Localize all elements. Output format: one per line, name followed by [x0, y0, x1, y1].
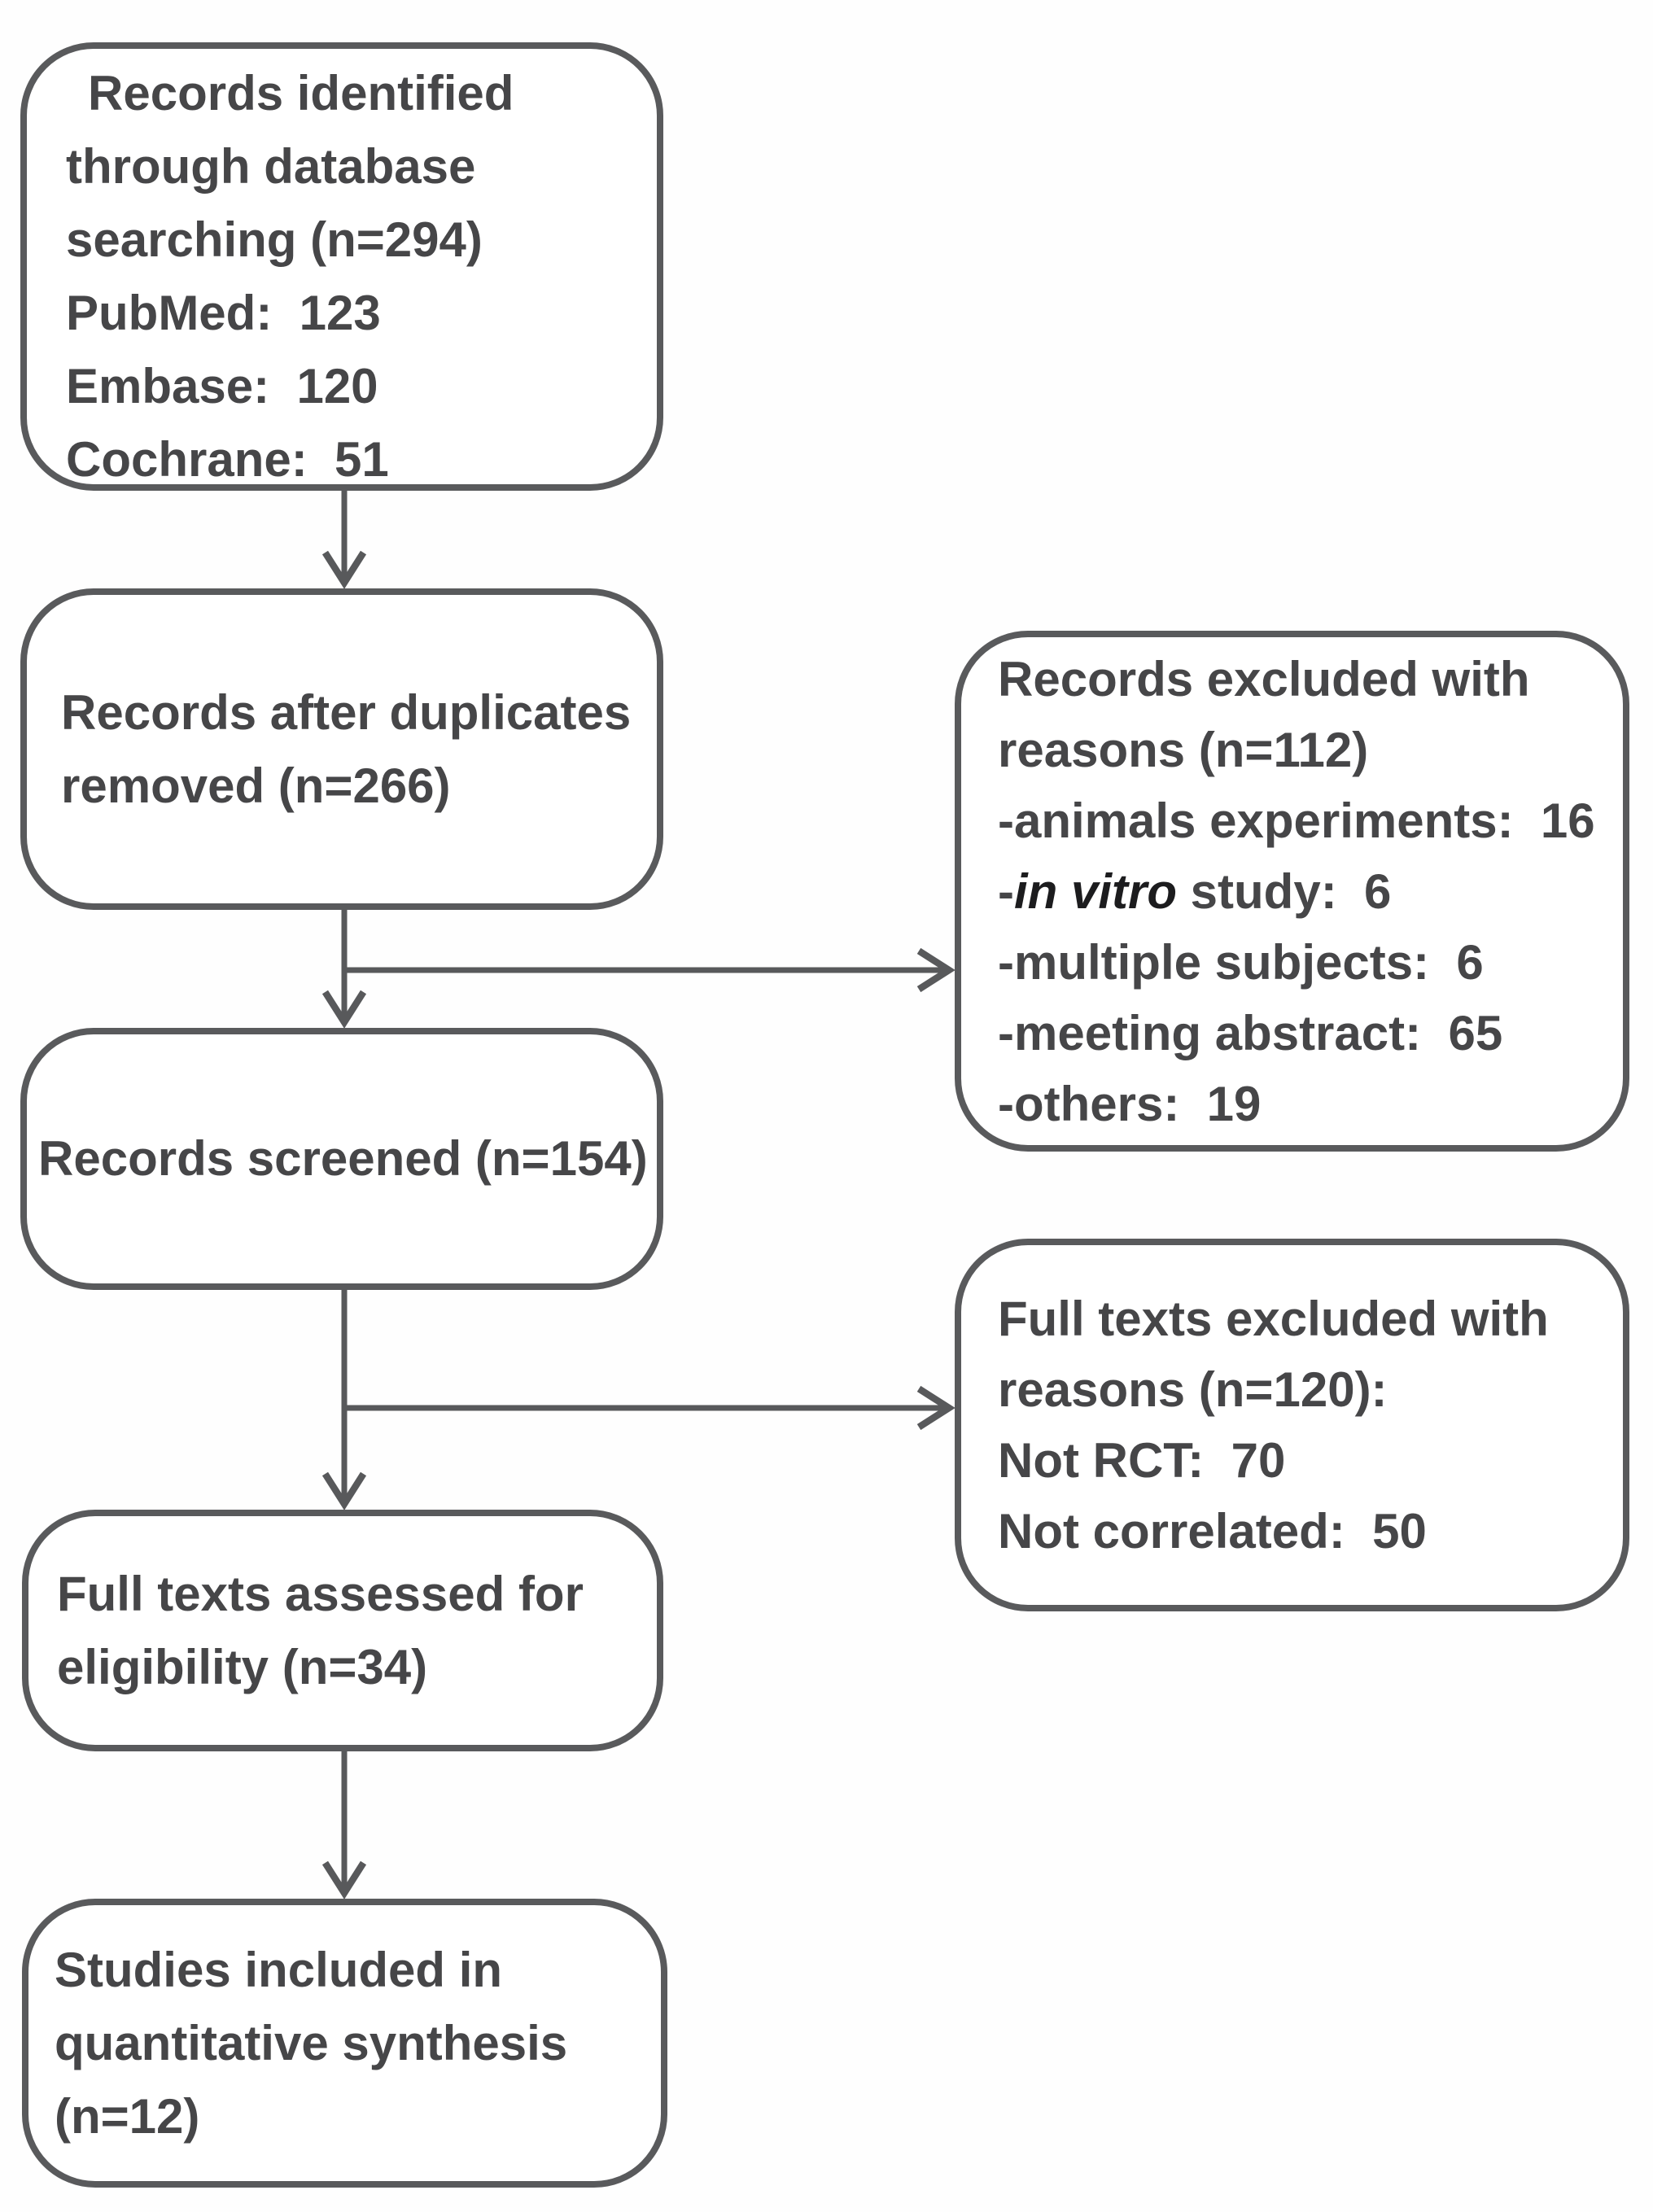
box-records-identified: Records identified through database sear…	[20, 42, 663, 491]
box-records-excluded-reason-multiple: -multiple subjects: 6	[998, 934, 1484, 990]
box-duplicates-removed-line: removed (n=266)	[61, 758, 451, 813]
box-studies-included-line: Studies included in	[55, 1942, 503, 1997]
box-studies-included-line: (n=12)	[55, 2088, 200, 2144]
box-records-excluded-line: reasons (n=112)	[998, 722, 1369, 777]
box-records-identified-line: searching (n=294)	[66, 212, 483, 267]
box-records-identified-count-pubmed: PubMed: 123	[66, 286, 381, 340]
box-fulltexts-excluded-line: reasons (n=120):	[998, 1362, 1388, 1417]
box-records-screened: Records screened (n=154)	[20, 1028, 663, 1290]
box-duplicates-removed: Records after duplicates removed (n=266)	[20, 588, 663, 910]
box-records-excluded-reason-animals: -animals experiments: 16	[998, 793, 1595, 848]
box-fulltexts-excluded-line: Full texts excluded with	[998, 1292, 1549, 1346]
invitro-prefix: -	[998, 863, 1014, 919]
box-fulltexts-excluded-reason-notrct: Not RCT: 70	[998, 1433, 1286, 1488]
box-records-excluded: Records excluded with reasons (n=112) -a…	[955, 631, 1629, 1152]
box-records-excluded-line: Records excluded with	[998, 651, 1530, 706]
box-fulltexts-excluded-reason-notcorrelated: Not correlated: 50	[998, 1504, 1427, 1558]
box-records-identified-count-cochrane: Cochrane: 51	[66, 432, 389, 487]
box-fulltexts-assessed-line: Full texts assessed for	[57, 1566, 584, 1621]
box-fulltexts-assessed: Full texts assessed for eligibility (n=3…	[22, 1510, 663, 1751]
box-records-excluded-reason-meeting: -meeting abstract: 65	[998, 1005, 1503, 1060]
box-records-identified-line: Records identified	[88, 66, 514, 120]
box-records-excluded-reason-others: -others: 19	[998, 1076, 1262, 1131]
invitro-rest: study: 6	[1177, 863, 1392, 919]
box-records-identified-line: through database	[66, 139, 476, 194]
box-records-screened-line: Records screened (n=154)	[38, 1131, 648, 1186]
box-fulltexts-excluded: Full texts excluded with reasons (n=120)…	[955, 1239, 1629, 1611]
box-records-identified-count-embase: Embase: 120	[66, 359, 378, 413]
box-studies-included: Studies included in quantitative synthes…	[22, 1899, 667, 2188]
box-records-excluded-reason-invitro: -in vitro study: 6	[998, 856, 1623, 927]
box-studies-included-line: quantitative synthesis	[55, 2015, 568, 2070]
box-fulltexts-assessed-line: eligibility (n=34)	[57, 1639, 428, 1694]
invitro-italic-text: in vitro	[1013, 863, 1177, 919]
box-duplicates-removed-line: Records after duplicates	[61, 684, 632, 740]
